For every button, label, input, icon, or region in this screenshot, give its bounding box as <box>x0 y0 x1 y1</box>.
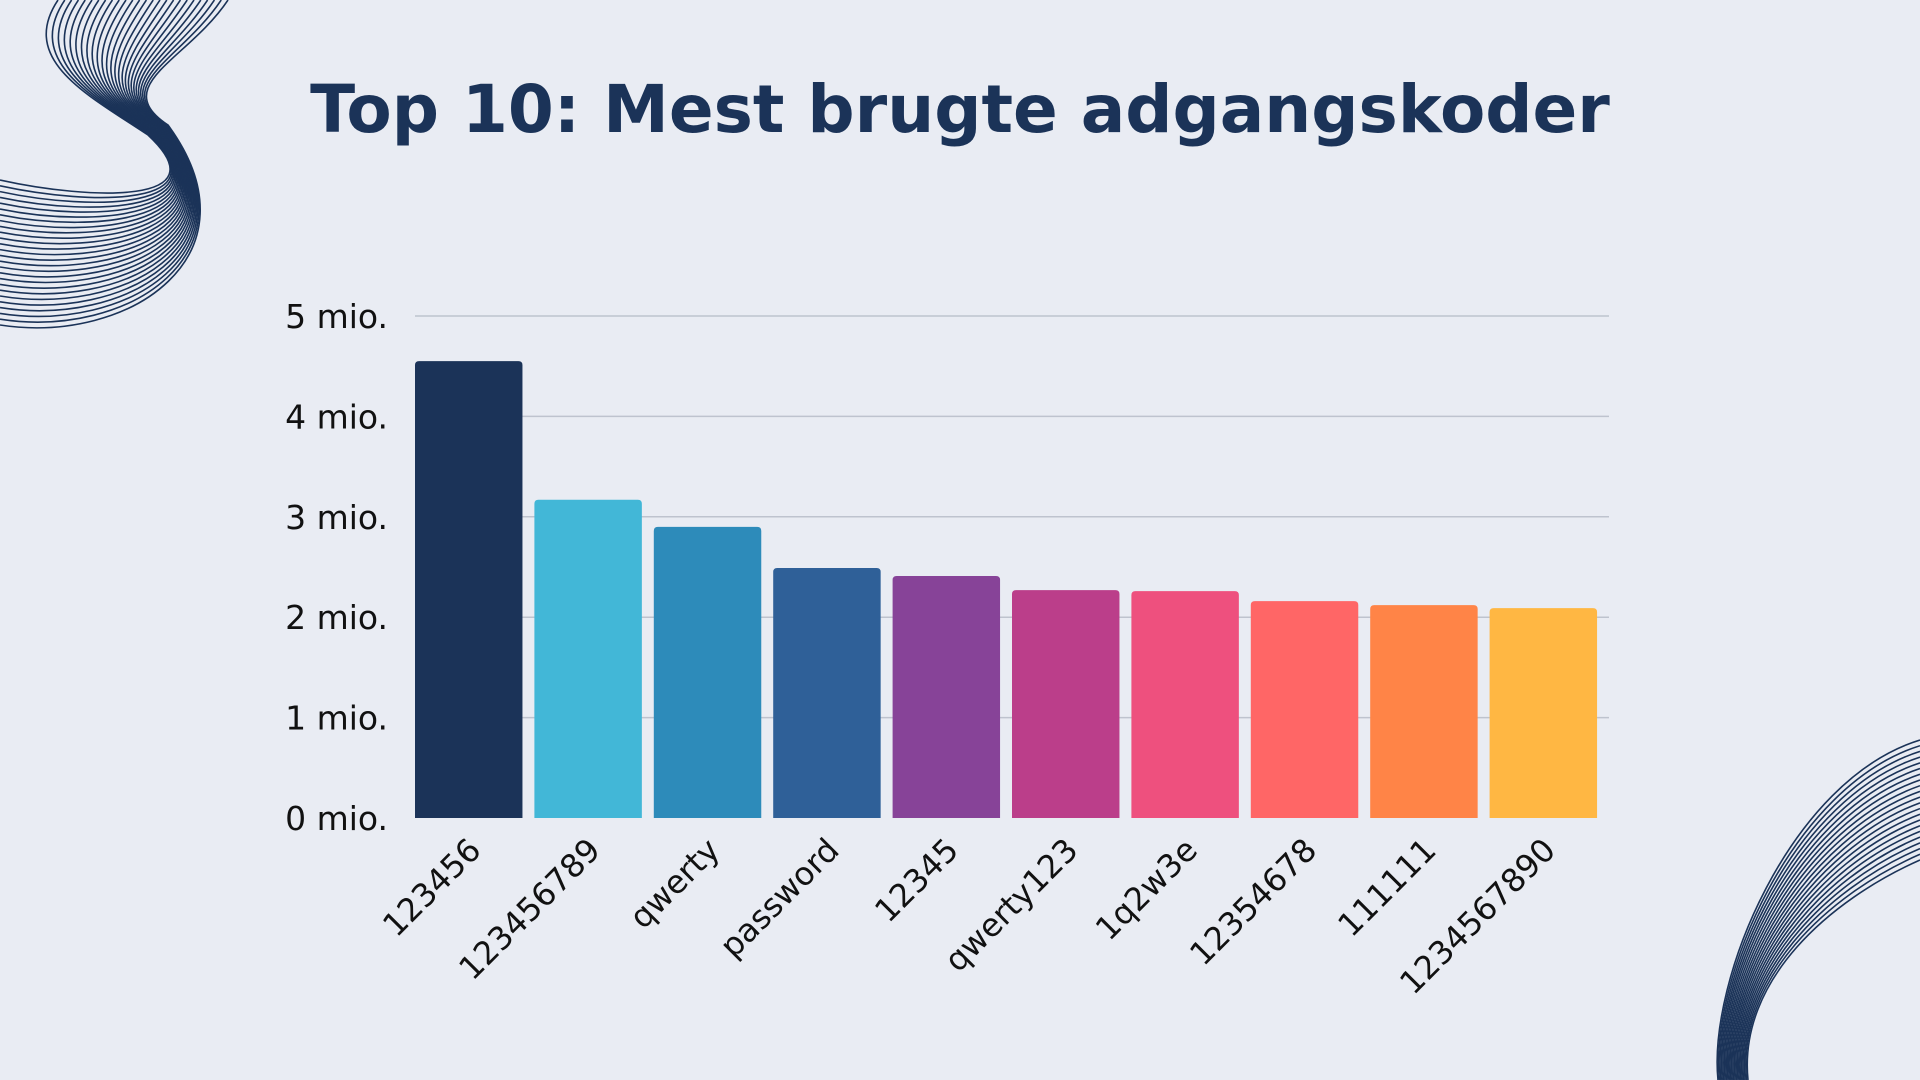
decorative-curve <box>0 0 202 306</box>
bar-123456789 <box>534 499 642 818</box>
decorative-curve <box>1719 750 1920 1080</box>
decorative-curve <box>0 0 189 273</box>
y-tick-label: 0 mio. <box>285 799 388 838</box>
decorative-curve <box>1720 756 1920 1080</box>
decorative-curve <box>0 0 222 323</box>
decorative-curve <box>1737 824 1920 1080</box>
decorative-curve <box>1745 853 1920 1080</box>
bar-12345 <box>892 576 1001 818</box>
x-tick-label: qwerty <box>622 831 727 936</box>
decorative-curve <box>1732 802 1920 1080</box>
x-tick-label: 1q2w3e <box>1088 831 1205 948</box>
x-tick-label: 12354678 <box>1182 831 1324 973</box>
y-tick-label: 1 mio. <box>285 699 388 738</box>
decorative-curve <box>0 0 180 229</box>
decorative-curve <box>1727 784 1920 1080</box>
decorative-curve <box>0 0 195 301</box>
decorative-curve <box>1736 819 1920 1080</box>
decorative-curve <box>1740 836 1920 1080</box>
y-axis-ticks: 0 mio. 1 mio. 2 mio. 3 mio. 4 mio. 5 mio. <box>285 297 388 838</box>
decorative-curve <box>1724 773 1920 1080</box>
decorative-wave-bottom-right <box>1716 739 1920 1080</box>
decorative-curve <box>1716 739 1920 1080</box>
chart-title: Top 10: Mest brugte adgangskoder <box>310 71 1610 148</box>
x-tick-label: 123456 <box>375 831 488 944</box>
decorative-curve <box>1742 842 1920 1080</box>
decorative-curve <box>1743 847 1920 1080</box>
x-tick-label: 111111 <box>1330 831 1443 944</box>
bar-1q2w3e <box>1131 591 1239 818</box>
decorative-curve <box>0 0 209 312</box>
decorative-curve <box>1726 779 1920 1080</box>
bar-123456 <box>415 361 523 818</box>
decorative-curve <box>0 0 190 278</box>
decorative-curve <box>0 0 188 267</box>
decorative-curve <box>1729 790 1920 1080</box>
x-tick-label: 12345 <box>867 831 966 930</box>
bar-111111 <box>1370 605 1478 818</box>
decorative-curve <box>1733 807 1920 1080</box>
decorative-curve <box>1723 767 1920 1080</box>
decorative-curve <box>1722 762 1920 1080</box>
y-tick-label: 5 mio. <box>285 297 388 336</box>
decorative-curve <box>0 0 194 295</box>
decorative-curve <box>1730 796 1920 1080</box>
decorative-curve <box>1739 830 1920 1080</box>
x-tick-label: password <box>712 831 846 965</box>
decorative-curve <box>1746 859 1920 1080</box>
y-tick-label: 2 mio. <box>285 598 388 637</box>
decorative-curve <box>0 0 216 318</box>
decorative-wave-top-left <box>0 0 229 329</box>
bar-password <box>773 568 881 818</box>
bar-qwerty <box>653 526 762 818</box>
decorative-curve <box>0 0 178 224</box>
decorative-curve <box>0 0 193 289</box>
decorative-curve <box>1734 813 1920 1080</box>
decorative-curve <box>1717 744 1920 1080</box>
decorative-curve <box>0 0 229 329</box>
bar-12354678 <box>1250 601 1359 818</box>
bars <box>415 361 1598 818</box>
y-tick-label: 4 mio. <box>285 397 388 436</box>
bar-1234567890 <box>1489 608 1598 818</box>
bar-qwerty123 <box>1012 590 1120 818</box>
decorative-curve <box>0 0 181 234</box>
decorative-curve <box>0 0 192 284</box>
y-tick-label: 3 mio. <box>285 498 388 537</box>
